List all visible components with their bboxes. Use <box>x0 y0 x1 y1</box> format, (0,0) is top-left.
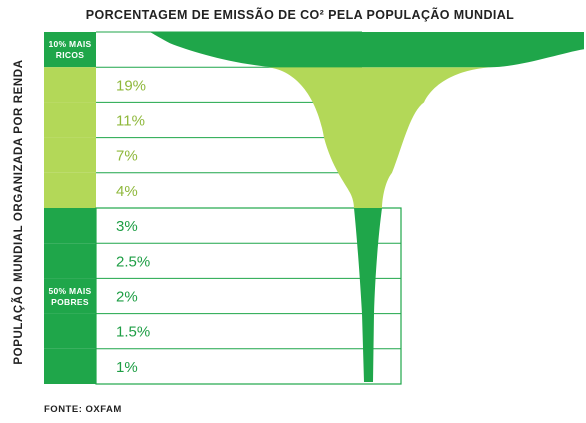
emission-shape-middle <box>268 67 496 208</box>
band-cell <box>44 278 96 314</box>
y-axis-label: POPULAÇÃO MUNDIAL ORGANIZADA POR RENDA <box>12 59 25 364</box>
band-cell <box>44 137 96 173</box>
band-cell <box>44 172 96 208</box>
group-label-line: RICOS <box>56 50 84 60</box>
band-cell <box>44 348 96 384</box>
group-labels: 10% MAIS RICOS 50% MAIS POBRES <box>48 39 91 307</box>
emission-shape-bottom <box>354 208 382 382</box>
band-cell <box>44 67 96 103</box>
group-label-line: 10% MAIS <box>48 39 91 49</box>
band-cell <box>44 243 96 279</box>
value-label: 19% <box>116 77 146 94</box>
emission-shape-top <box>150 32 584 68</box>
value-label: 49% <box>116 42 146 59</box>
poorest-group-label: 50% MAIS POBRES <box>48 286 91 307</box>
source-note: FONTE: OXFAM <box>44 404 122 415</box>
value-label: 11% <box>116 113 145 130</box>
chart-title: PORCENTAGEM DE EMISSÃO DE CO² PELA POPUL… <box>86 7 514 22</box>
emission-shape <box>150 32 584 382</box>
group-label-line: POBRES <box>51 297 89 307</box>
value-label: 3% <box>116 218 138 235</box>
group-label-line: 50% MAIS <box>48 286 91 296</box>
poorest-frame <box>95 207 402 385</box>
band-cell <box>44 313 96 349</box>
value-label: 4% <box>116 183 138 200</box>
value-label: 1% <box>116 359 138 376</box>
income-bands <box>44 31 402 385</box>
value-label: 2% <box>116 289 138 306</box>
band-cell <box>44 102 96 138</box>
richest-group-label: 10% MAIS RICOS <box>48 39 91 60</box>
band-cell <box>44 32 96 68</box>
value-label: 7% <box>116 148 138 165</box>
value-label: 1.5% <box>116 324 150 341</box>
value-labels: 49% 19% 11% 7% 4% 3% 2.5% 2% 1.5% 1% <box>116 42 150 376</box>
value-label: 2.5% <box>116 253 150 270</box>
band-cell <box>44 208 96 244</box>
